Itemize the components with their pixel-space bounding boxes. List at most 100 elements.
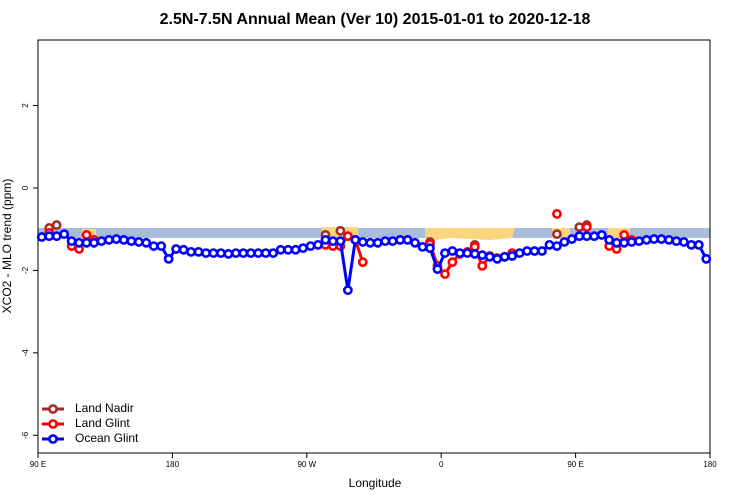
- data-point: [574, 231, 585, 242]
- data-point: [656, 234, 667, 244]
- data-point: [693, 239, 704, 250]
- data-point: [96, 236, 107, 247]
- data-point: [186, 246, 196, 257]
- data-point: [201, 248, 211, 258]
- data-point: [537, 246, 547, 256]
- data-point: [634, 236, 644, 247]
- y-tick-label: -4: [21, 349, 30, 357]
- x-tick-label: 90 E: [567, 460, 583, 469]
- data-point: [260, 248, 271, 258]
- data-point: [492, 253, 503, 264]
- data-point: [484, 251, 495, 262]
- data-point: [171, 244, 182, 254]
- data-point: [447, 246, 458, 256]
- data-point: [357, 237, 368, 247]
- data-point: [36, 232, 47, 242]
- data-point: [552, 209, 562, 219]
- data-point: [425, 243, 435, 254]
- y-tick-label: -6: [21, 431, 30, 439]
- data-point: [335, 225, 346, 236]
- data-point: [701, 253, 712, 264]
- data-point: [664, 235, 674, 245]
- data-point: [611, 237, 622, 248]
- data-point: [223, 249, 234, 259]
- data-point: [410, 237, 420, 248]
- data-point: [372, 237, 383, 248]
- data-point: [671, 236, 682, 247]
- data-point: [544, 239, 555, 250]
- data-point: [178, 244, 189, 255]
- data-point: [298, 243, 308, 254]
- data-point: [156, 241, 167, 251]
- data-point: [342, 231, 353, 242]
- data-point: [574, 222, 585, 233]
- data-point: [208, 248, 219, 258]
- data-point: [74, 237, 84, 248]
- data-point: [387, 236, 398, 247]
- y-tick-label: 0: [21, 185, 30, 190]
- data-point: [589, 231, 600, 242]
- data-point: [678, 237, 689, 247]
- data-point: [313, 239, 323, 250]
- data-point: [469, 249, 480, 259]
- data-point: [507, 251, 518, 261]
- chart-title: 2.5N-7.5N Annual Mean (Ver 10) 2015-01-0…: [160, 11, 591, 28]
- data-point: [402, 235, 413, 245]
- data-point: [552, 241, 562, 251]
- data-point: [514, 248, 525, 258]
- legend-swatch-marker: [48, 419, 58, 429]
- data-point: [51, 220, 62, 230]
- data-point: [626, 237, 637, 247]
- x-tick-label: 90 E: [30, 460, 46, 469]
- data-point: [51, 231, 62, 242]
- data-point: [686, 239, 697, 250]
- data-point: [566, 234, 577, 244]
- data-point: [44, 231, 55, 242]
- data-point: [581, 222, 592, 233]
- data-point: [193, 246, 204, 257]
- data-point: [133, 237, 144, 247]
- data-point: [529, 246, 540, 256]
- data-point: [81, 230, 92, 240]
- data-point: [462, 248, 473, 258]
- data-point: [335, 236, 346, 247]
- data-point: [357, 257, 368, 268]
- y-tick-label: 2: [21, 103, 30, 108]
- data-point: [238, 248, 249, 258]
- data-point: [66, 236, 77, 247]
- data-point: [81, 237, 92, 248]
- x-tick-label: 90 W: [297, 460, 316, 469]
- data-point: [619, 230, 630, 240]
- data-point: [499, 251, 510, 262]
- data-point: [89, 237, 99, 248]
- y-axis-label: XCO2 - MLO trend (ppm): [0, 179, 14, 314]
- data-point: [275, 244, 286, 255]
- data-point: [440, 269, 450, 280]
- data-point: [118, 235, 129, 245]
- data-point: [522, 246, 532, 256]
- legend-label: Ocean Glint: [75, 431, 139, 445]
- x-tick-label: 0: [439, 460, 444, 469]
- data-point: [126, 236, 137, 247]
- data-point: [148, 241, 159, 251]
- legend-label: Land Glint: [75, 416, 130, 430]
- data-point: [395, 235, 406, 245]
- data-point: [596, 230, 607, 240]
- data-point: [245, 248, 256, 258]
- data-point: [365, 237, 376, 248]
- data-point: [559, 237, 570, 247]
- x-tick-label: 180: [166, 460, 180, 469]
- plot-frame: [37, 39, 711, 454]
- data-point: [417, 242, 428, 252]
- data-point: [104, 235, 114, 245]
- data-point: [552, 229, 562, 240]
- data-point: [604, 235, 615, 245]
- data-point: [477, 260, 488, 271]
- data-point: [230, 248, 241, 258]
- x-axis-label: Longitude: [349, 476, 402, 490]
- data-point: [111, 234, 122, 244]
- data-point: [342, 285, 353, 296]
- data-point: [163, 253, 174, 264]
